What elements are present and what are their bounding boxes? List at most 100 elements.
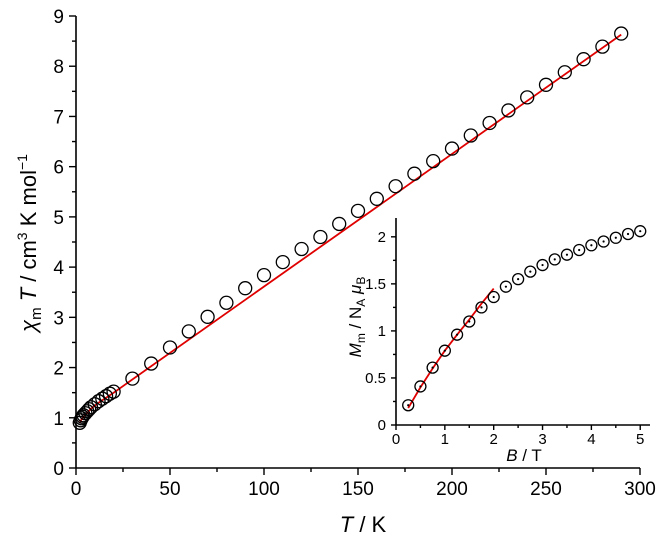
main-x-axis-title: T / K — [340, 512, 387, 537]
inset-fit-line — [407, 288, 495, 409]
main-data-point — [181, 324, 196, 339]
main-x-tick-label: 0 — [71, 479, 82, 500]
inset-plot: 0 1 2 3 4 5 0 0.5 1 1.5 2 B / T Mm / NA μB — [346, 218, 650, 465]
main-data-point — [313, 229, 328, 245]
main-data-point — [444, 141, 460, 156]
main-data-point — [463, 128, 478, 143]
inset-data-point-center — [419, 385, 422, 388]
inset-data-point — [621, 227, 635, 241]
inset-data-point — [597, 235, 610, 248]
inset-data-point-center — [553, 258, 556, 261]
main-fit-curve — [78, 33, 622, 424]
main-x-tick-label: 50 — [159, 479, 180, 500]
inset-data-point-center — [431, 366, 434, 369]
inset-y-tick-label: 0 — [378, 417, 386, 434]
main-data-point — [501, 103, 516, 118]
main-y-tick-label: 4 — [53, 258, 64, 279]
main-axes — [75, 16, 640, 469]
inset-data-point-center — [443, 349, 446, 352]
inset-data-point — [524, 265, 537, 278]
inset-data-point — [548, 253, 561, 266]
main-data-point — [538, 77, 554, 92]
inset-x-tick-label: 3 — [538, 431, 546, 448]
main-data-point — [332, 216, 347, 232]
inset-y-tick-label: 1.5 — [365, 276, 386, 293]
inset-data-point-center — [517, 278, 520, 281]
inset-data-point-center — [602, 240, 605, 243]
main-data-point — [200, 309, 215, 324]
inset-x-tick-label: 4 — [587, 431, 595, 448]
inset-data-point-center — [492, 295, 495, 299]
inset-data-point — [487, 290, 500, 304]
inset-data-point-center — [590, 244, 593, 247]
main-x-tick-label: 150 — [342, 479, 374, 500]
main-data-point — [407, 166, 422, 181]
main-data-point — [87, 397, 102, 412]
inset-data-point-center — [455, 333, 459, 336]
main-data-point — [98, 389, 114, 404]
inset-x-tick-label: 5 — [636, 431, 644, 448]
inset-data-point — [560, 248, 574, 261]
inset-ticks: 0 1 2 3 4 5 0 0.5 1 1.5 2 — [365, 229, 644, 448]
main-data-point — [82, 402, 97, 417]
inset-data-point-center — [480, 306, 483, 309]
main-y-tick-label: 3 — [53, 308, 64, 329]
main-data-point — [520, 90, 535, 105]
inset-data-point-center — [504, 285, 508, 288]
main-data-point — [238, 281, 253, 296]
inset-data-point-center — [578, 248, 581, 252]
main-x-tick-label: 200 — [436, 479, 468, 500]
main-data-point — [256, 267, 272, 283]
inset-data-point-center — [468, 320, 471, 323]
inset-x-tick-label: 2 — [490, 431, 498, 448]
inset-data-point — [536, 258, 549, 272]
inset-data-point-center — [626, 232, 630, 236]
main-data-points — [72, 26, 629, 430]
main-data-point — [369, 191, 384, 206]
main-data-point — [557, 65, 572, 80]
inset-x-tick-label: 1 — [441, 431, 449, 448]
inset-data-point-center — [529, 270, 532, 273]
main-y-tick-label: 2 — [53, 359, 64, 380]
main-data-point — [162, 340, 178, 355]
main-y-tick-label: 7 — [53, 107, 64, 128]
inset-data-point — [450, 328, 464, 341]
main-data-point — [95, 391, 110, 406]
inset-data-point — [573, 243, 586, 257]
main-x-tick-label: 250 — [530, 479, 562, 500]
inset-data-point-center — [565, 253, 569, 256]
main-data-point — [106, 384, 121, 399]
main-y-tick-label: 8 — [53, 57, 64, 78]
main-x-tick-label: 300 — [624, 479, 656, 500]
main-data-point — [91, 394, 106, 409]
inset-y-tick-label: 0.5 — [365, 370, 386, 387]
inset-data-point-center — [614, 236, 617, 239]
main-y-axis-title: χm T / cm3 K mol−1 — [14, 154, 45, 334]
main-x-tick-label: 100 — [248, 479, 280, 500]
inset-data-point-center — [407, 404, 410, 407]
main-data-point — [144, 356, 159, 371]
inset-axes — [395, 218, 650, 426]
inset-x-tick-label: 0 — [392, 431, 400, 448]
main-data-point — [275, 254, 290, 270]
main-y-tick-label: 0 — [53, 459, 64, 480]
inset-y-axis-title: Mm / NA μB — [346, 277, 368, 358]
main-data-point — [482, 115, 497, 131]
inset-data-point — [499, 280, 513, 293]
inset-data-point — [438, 344, 451, 357]
inset-data-point — [511, 273, 525, 286]
main-data-point — [350, 203, 366, 219]
main-data-point — [125, 371, 140, 386]
inset-data-point-center — [541, 263, 544, 267]
inset-data-point-center — [639, 230, 642, 233]
main-data-point — [595, 39, 610, 54]
inset-data-point — [609, 231, 622, 244]
main-y-tick-label: 1 — [53, 409, 64, 430]
inset-y-tick-label: 1 — [378, 323, 386, 340]
inset-data-point — [463, 315, 476, 328]
inset-fit-curve — [407, 288, 495, 409]
main-data-point — [388, 179, 403, 194]
main-data-point — [219, 295, 234, 310]
